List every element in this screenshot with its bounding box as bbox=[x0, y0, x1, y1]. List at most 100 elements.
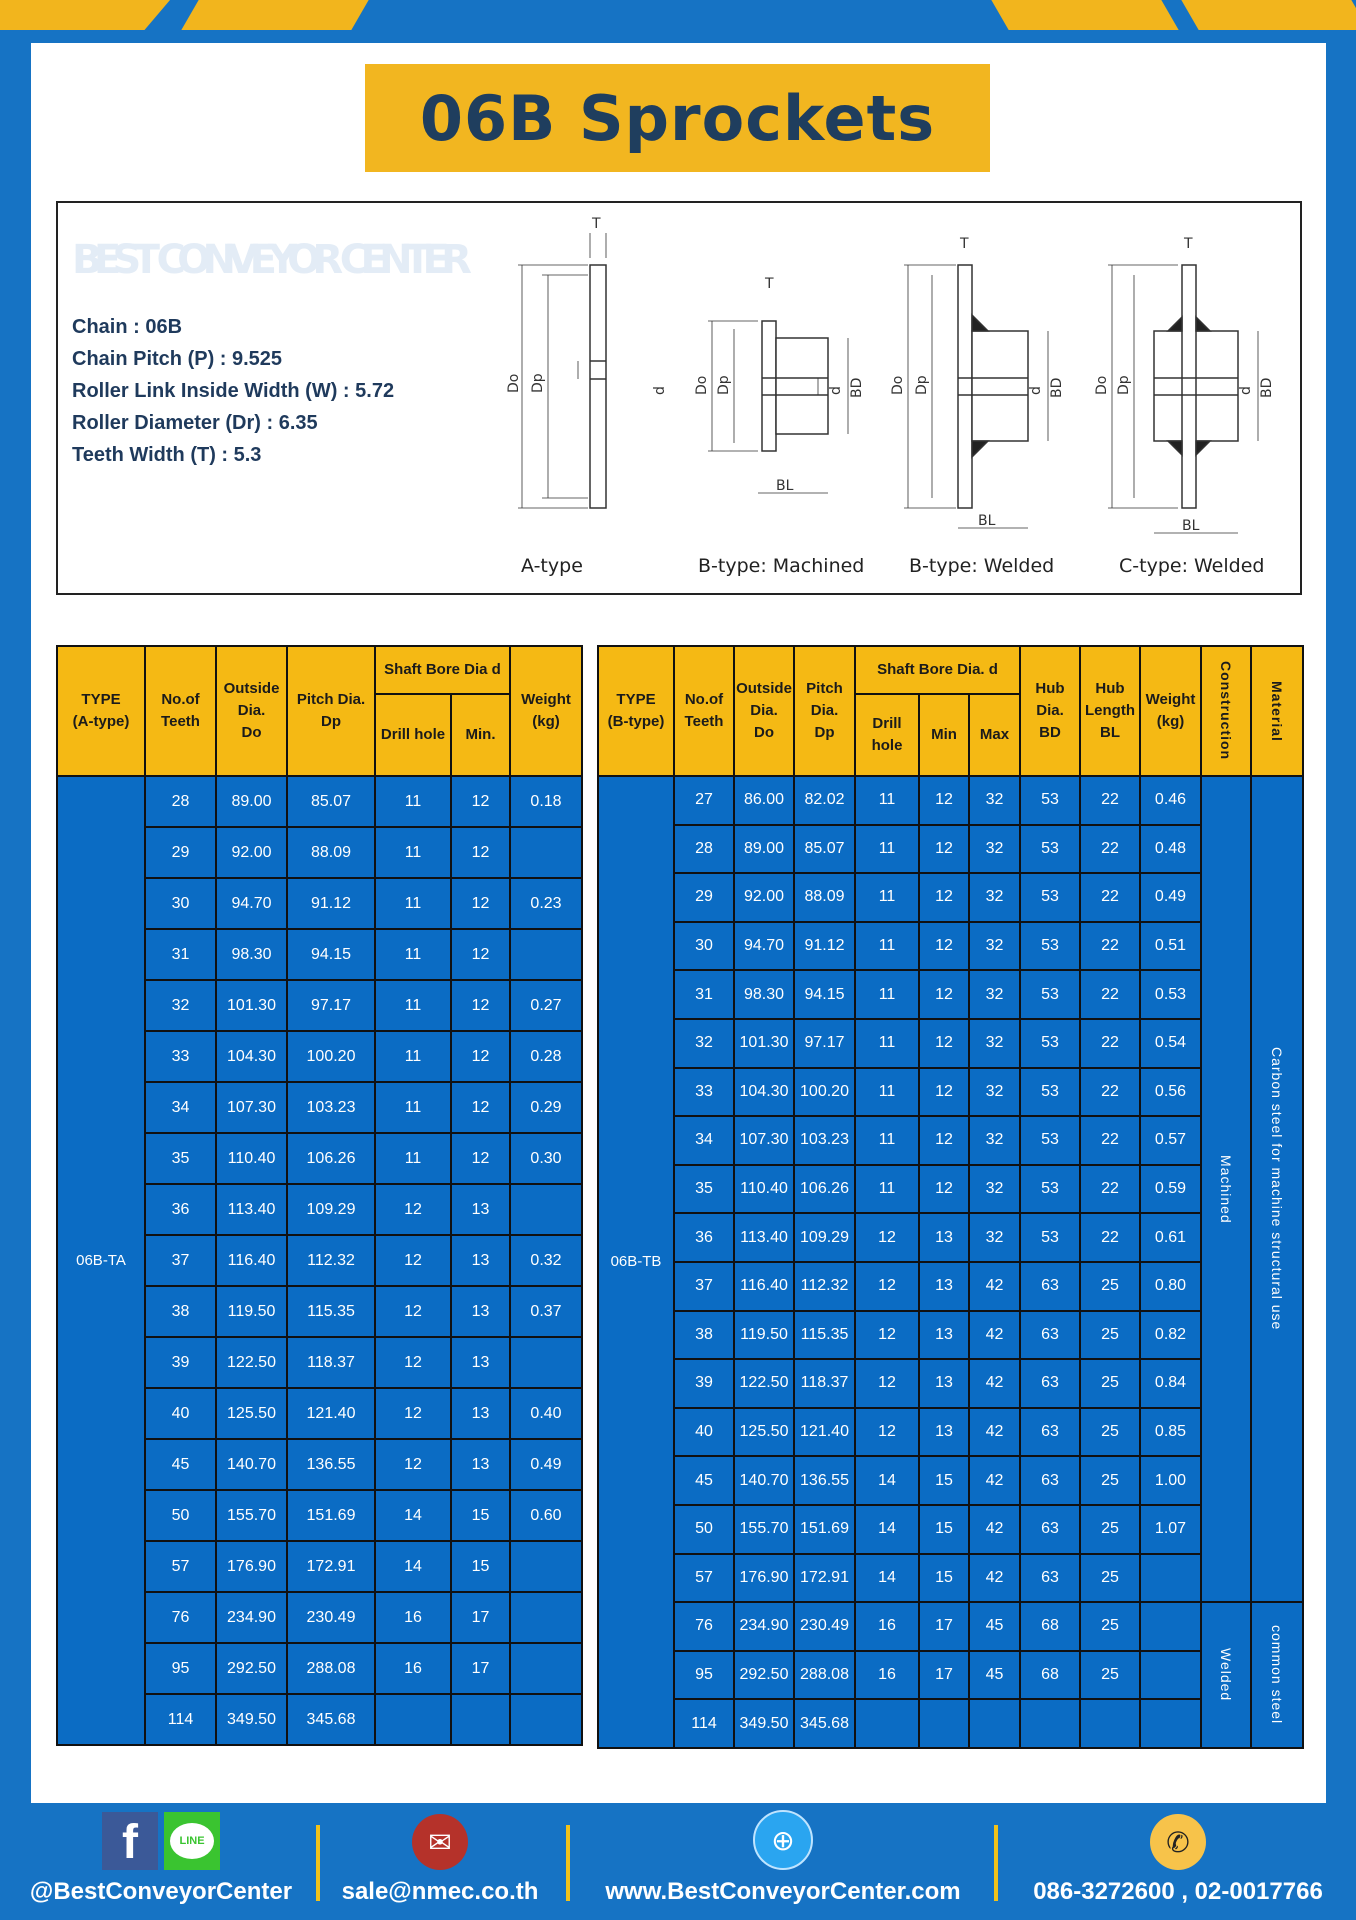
min-bore-cell: 13 bbox=[450, 1336, 511, 1389]
max-bore-cell: 42 bbox=[968, 1358, 1021, 1409]
drill-hole-cell: 11 bbox=[854, 920, 920, 972]
max-bore-cell: 42 bbox=[968, 1406, 1021, 1458]
weight-cell bbox=[1139, 1601, 1202, 1652]
svg-text:BD: BD bbox=[1259, 378, 1275, 398]
hub-length-cell: 22 bbox=[1079, 1017, 1141, 1069]
teeth-cell: 38 bbox=[673, 1309, 735, 1361]
email-link[interactable]: sale@nmec.co.th bbox=[341, 1878, 539, 1905]
min-bore-cell: 13 bbox=[918, 1309, 970, 1361]
outside-dia-cell: 113.40 bbox=[215, 1183, 288, 1236]
outside-dia-cell: 98.30 bbox=[733, 969, 795, 1020]
table-row: 50 155.70 151.69 14 15 0.60 bbox=[57, 1489, 583, 1542]
table-row: 35 110.40 106.26 11 12 0.30 bbox=[57, 1132, 583, 1185]
min-bore-cell: 17 bbox=[918, 1649, 970, 1701]
table-row: 30 94.70 91.12 11 12 0.23 bbox=[57, 877, 583, 930]
min-bore-cell: 12 bbox=[918, 1066, 970, 1118]
svg-text:T: T bbox=[1183, 236, 1193, 252]
table-row: 36 113.40 109.29 12 13 bbox=[57, 1183, 583, 1236]
min-bore-cell: 13 bbox=[918, 1358, 970, 1409]
social-handle[interactable]: @BestConveyorCenter bbox=[29, 1878, 293, 1905]
weight-cell: 0.51 bbox=[1139, 920, 1202, 972]
hub-length-cell: 22 bbox=[1079, 1066, 1141, 1118]
weight-cell: 0.29 bbox=[509, 1081, 583, 1134]
svg-text:Dp: Dp bbox=[530, 373, 546, 393]
drill-hole-cell: 11 bbox=[854, 823, 920, 875]
pitch-dia-cell: 106.26 bbox=[793, 1163, 856, 1215]
min-bore-cell: 15 bbox=[450, 1489, 511, 1542]
footer-email[interactable]: ✉ sale@nmec.co.th bbox=[330, 1803, 550, 1920]
table-row: 28 89.00 85.07 11 12 32 53 22 0.48 bbox=[598, 823, 1303, 875]
weight-cell: 0.40 bbox=[509, 1387, 583, 1440]
table-row: 76 234.90 230.49 16 17 45 68 25 Welded common ste… bbox=[598, 1601, 1304, 1749]
pitch-dia-cell: 118.37 bbox=[286, 1336, 376, 1389]
outside-dia-cell: 176.90 bbox=[733, 1552, 795, 1604]
drill-hole-cell: 16 bbox=[374, 1591, 452, 1644]
outside-dia-cell: 107.30 bbox=[215, 1081, 288, 1134]
outside-dia-cell: 94.70 bbox=[733, 920, 795, 972]
table-row: 32 101.30 97.17 11 12 32 53 22 0.54 bbox=[598, 1017, 1303, 1069]
hub-dia-cell: 53 bbox=[1019, 872, 1081, 923]
website-link[interactable]: www.BestConveyorCenter.com bbox=[605, 1878, 961, 1905]
table-row: 95 292.50 288.08 16 17 45 68 25 bbox=[598, 1649, 1303, 1701]
hub-length-cell: 22 bbox=[1079, 920, 1141, 972]
min-bore-cell: 12 bbox=[918, 920, 970, 972]
material-cell: Carbon steel for machine structural use bbox=[1250, 774, 1304, 1604]
teeth-cell: 27 bbox=[673, 775, 735, 826]
outside-dia-cell: 140.70 bbox=[733, 1455, 795, 1506]
drill-hole-cell: 11 bbox=[854, 1066, 920, 1118]
table-row: 32 101.30 97.17 11 12 0.27 bbox=[57, 979, 583, 1032]
hub-length-cell: 22 bbox=[1079, 775, 1141, 826]
outside-dia-cell: 110.40 bbox=[733, 1163, 795, 1215]
teeth-cell: 45 bbox=[673, 1455, 735, 1506]
svg-text:BD: BD bbox=[849, 378, 865, 398]
weight-cell: 0.48 bbox=[1139, 823, 1202, 875]
label-b-machined: B-type: Machined bbox=[698, 555, 865, 577]
min-bore-cell: 13 bbox=[918, 1212, 970, 1263]
weight-cell: 0.28 bbox=[509, 1030, 583, 1083]
outside-dia-cell: 122.50 bbox=[215, 1336, 288, 1389]
footer-website[interactable]: ⊕ www.BestConveyorCenter.com bbox=[580, 1803, 986, 1920]
hub-length-cell: 22 bbox=[1079, 969, 1141, 1020]
footer-social[interactable]: f LINE @BestConveyorCenter bbox=[22, 1803, 300, 1920]
min-bore-cell: 17 bbox=[918, 1601, 970, 1652]
line-icon[interactable]: LINE bbox=[164, 1812, 220, 1870]
weight-cell bbox=[509, 1693, 583, 1746]
svg-text:d: d bbox=[652, 386, 668, 395]
drill-hole-cell: 11 bbox=[854, 969, 920, 1020]
weight-cell: 0.84 bbox=[1139, 1358, 1202, 1409]
header-pitch-dia: Pitch Dia. Dp bbox=[286, 645, 376, 777]
table-row: 39 122.50 118.37 12 13 bbox=[57, 1336, 583, 1389]
min-bore-cell: 13 bbox=[450, 1183, 511, 1236]
header-hub-dia: Hub Dia. BD bbox=[1019, 645, 1081, 777]
table-row: 31 98.30 94.15 11 12 bbox=[57, 928, 583, 981]
teeth-cell: 50 bbox=[144, 1489, 217, 1542]
facebook-icon[interactable]: f bbox=[102, 1812, 158, 1870]
dimension-labels: T T T T BL BL BL Do Dp d Do Dp d BD Do D… bbox=[506, 216, 1275, 534]
max-bore-cell: 32 bbox=[968, 969, 1021, 1020]
header-weight: Weight (kg) bbox=[509, 645, 583, 777]
teeth-cell: 114 bbox=[144, 1693, 217, 1746]
header-teeth: No.of Teeth bbox=[673, 645, 735, 777]
teeth-cell: 35 bbox=[673, 1163, 735, 1215]
table-row: 06B-TA 28 89.00 85.07 11 12 0.18 bbox=[56, 775, 583, 1746]
svg-text:BL: BL bbox=[978, 513, 996, 529]
phone-number[interactable]: 086-3272600 , 02-0017766 bbox=[1033, 1878, 1323, 1905]
hub-dia-cell: 53 bbox=[1019, 1163, 1081, 1215]
teeth-cell: 34 bbox=[673, 1115, 735, 1166]
teeth-cell: 30 bbox=[144, 877, 217, 930]
weight-cell bbox=[509, 1183, 583, 1236]
hub-dia-cell: 63 bbox=[1019, 1503, 1081, 1555]
teeth-cell: 33 bbox=[673, 1066, 735, 1118]
pitch-dia-cell: 345.68 bbox=[286, 1693, 376, 1746]
drill-hole-cell: 14 bbox=[854, 1455, 920, 1506]
drill-hole-cell: 11 bbox=[374, 1081, 452, 1134]
footer-phone[interactable]: ✆ 086-3272600 , 02-0017766 bbox=[1008, 1803, 1348, 1920]
weight-cell: 0.54 bbox=[1139, 1017, 1202, 1069]
weight-cell: 0.23 bbox=[509, 877, 583, 930]
max-bore-cell: 32 bbox=[968, 1066, 1021, 1118]
outside-dia-cell: 155.70 bbox=[215, 1489, 288, 1542]
spec-box: BEST CONVEYOR CENTER bbox=[56, 201, 1302, 595]
drill-hole-cell: 14 bbox=[854, 1503, 920, 1555]
teeth-cell: 57 bbox=[144, 1540, 217, 1593]
svg-text:d: d bbox=[1238, 386, 1254, 395]
